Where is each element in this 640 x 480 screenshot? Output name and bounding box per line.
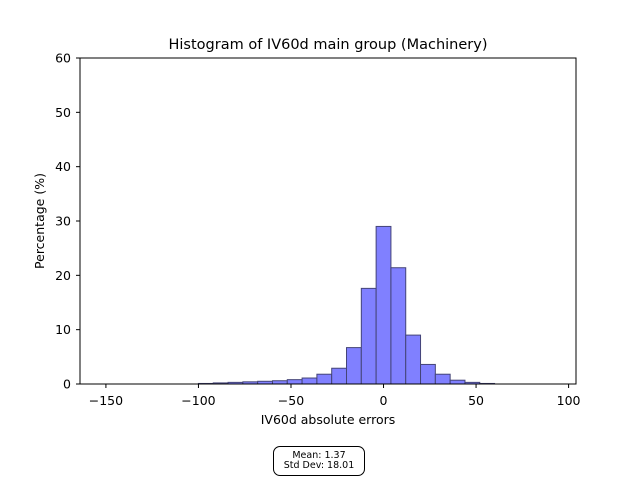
plot-frame	[79, 57, 577, 385]
y-axis-ticks: 0 10 20 30 40 50 60	[55, 51, 80, 392]
histogram-bar-23	[434, 373, 451, 385]
histogram-bar-24	[449, 379, 466, 385]
mean-label: Mean: 1.37	[292, 449, 346, 461]
histogram-bar-21	[405, 334, 422, 385]
y-tick-label: 40	[55, 159, 71, 174]
histogram-bar-22	[420, 363, 436, 385]
y-tick-label: 30	[55, 214, 71, 229]
std-dev-label: Std Dev: 18.01	[283, 460, 355, 471]
x-tick-label: 100	[557, 393, 581, 408]
y-tick-label: 0	[63, 377, 71, 392]
x-tick-label: 0	[380, 393, 388, 408]
histogram-bar-13	[286, 379, 303, 385]
x-axis-ticks: −150 −100 −50 0 50 100	[89, 384, 581, 408]
histogram-bar-17	[346, 347, 362, 385]
bars-group	[197, 225, 496, 385]
x-tick-label: −100	[181, 393, 215, 408]
y-axis-label: Percentage (%)	[32, 173, 47, 269]
chart-title: Histogram of IV60d main group (Machinery…	[169, 37, 488, 53]
stats-annotation-box: Mean: 1.37 Std Dev: 18.01	[273, 446, 365, 476]
y-tick-label: 10	[55, 322, 71, 337]
x-tick-label: −50	[278, 393, 304, 408]
x-tick-label: 50	[468, 393, 484, 408]
histogram-bar-15	[316, 373, 333, 385]
histogram-bar-18	[360, 287, 377, 385]
x-tick-label: −150	[89, 393, 123, 408]
y-tick-label: 60	[55, 51, 71, 66]
y-tick-label: 20	[55, 268, 71, 283]
y-tick-label: 50	[55, 105, 71, 120]
histogram-bar-14	[301, 377, 318, 385]
histogram-bar-16	[331, 367, 348, 385]
x-axis-label: IV60d absolute errors	[261, 412, 396, 427]
histogram-bar-20	[390, 267, 407, 385]
histogram-bar-19	[375, 225, 392, 385]
